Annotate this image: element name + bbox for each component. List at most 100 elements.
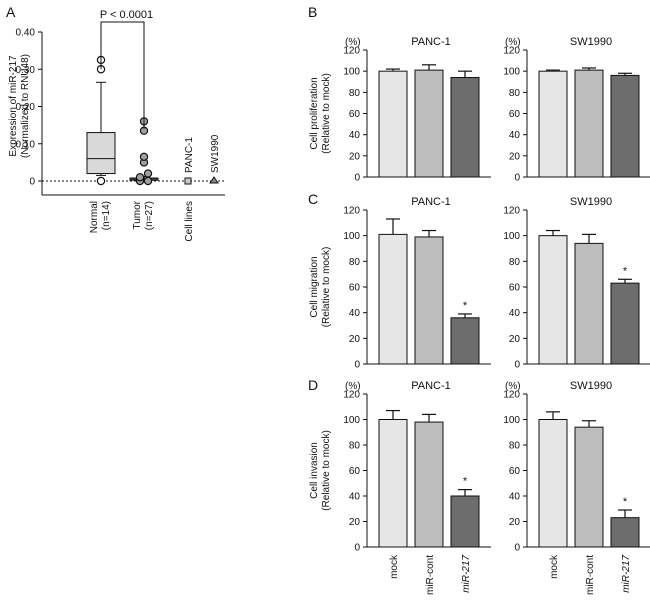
a-cell-line-name: SW1990 bbox=[210, 134, 221, 173]
bar-mir-cont bbox=[414, 69, 444, 178]
bar-mock bbox=[538, 235, 568, 365]
bar-mir-cont bbox=[414, 236, 444, 365]
bar-chart-title: SW1990 bbox=[570, 196, 612, 208]
a-y-tick-label: 0.40 bbox=[16, 28, 36, 39]
bar-y-tick-label: 120 bbox=[503, 46, 520, 57]
bar-y-tick-label: 0 bbox=[354, 360, 360, 371]
bar-y-tick-label: 40 bbox=[349, 130, 361, 141]
bar-y-tick-label: 0 bbox=[354, 543, 360, 554]
bar-y-label-1: Cell invasion bbox=[309, 442, 320, 499]
significance-star: * bbox=[623, 265, 628, 277]
bar-y-tick-label: 60 bbox=[509, 109, 521, 120]
a-y-tick-label: 0.20 bbox=[16, 102, 36, 113]
a-outlier-point bbox=[96, 176, 106, 186]
bar-y-tick-label: 20 bbox=[509, 151, 521, 162]
a-y-label-2: (Normalized to RNU48) bbox=[20, 54, 31, 158]
bar-y-tick-label: 80 bbox=[349, 257, 361, 268]
significance-star: * bbox=[463, 300, 468, 312]
a-box bbox=[86, 132, 116, 175]
bar-y-tick-label: 80 bbox=[349, 441, 361, 452]
bar-category-label: miR-cont bbox=[585, 555, 596, 595]
a-y-label-1: Expression of miR-217 bbox=[8, 55, 19, 157]
bar-unit-label: (%) bbox=[505, 37, 521, 48]
bar-chart-title: PANC-1 bbox=[411, 196, 451, 208]
bar-mir-217 bbox=[610, 517, 640, 548]
bar-y-tick-label: 0 bbox=[514, 360, 520, 371]
bar-y-tick-label: 20 bbox=[349, 334, 361, 345]
bar-y-label-2: (Relative to mock) bbox=[321, 247, 332, 328]
bar-y-tick-label: 0 bbox=[354, 173, 360, 184]
bar-unit-label: (%) bbox=[345, 37, 361, 48]
bar-y-tick-label: 40 bbox=[349, 308, 361, 319]
bar-y-tick-label: 120 bbox=[503, 390, 520, 401]
a-outlier-point bbox=[135, 173, 145, 182]
significance-star: * bbox=[463, 476, 468, 488]
a-y-tick-label: 0 bbox=[29, 177, 35, 188]
bar-mock bbox=[538, 419, 568, 548]
bar-y-tick-label: 80 bbox=[349, 88, 361, 99]
a-group-label: Normal bbox=[89, 201, 100, 233]
a-y-tick-label: 0.10 bbox=[16, 139, 36, 150]
bar-chart-title: SW1990 bbox=[570, 380, 612, 392]
bar-mir-217 bbox=[610, 282, 640, 365]
bar-chart-title: PANC-1 bbox=[411, 380, 451, 392]
bar-category-label: mock bbox=[389, 554, 400, 579]
bar-y-tick-label: 0 bbox=[514, 543, 520, 554]
bar-mock bbox=[378, 419, 408, 548]
bar-mir-217 bbox=[450, 77, 480, 178]
panel-label-d: D bbox=[308, 377, 318, 393]
bar-y-tick-label: 80 bbox=[509, 441, 521, 452]
bar-y-tick-label: 100 bbox=[343, 231, 360, 242]
a-outlier-point bbox=[143, 176, 153, 186]
bar-y-tick-label: 120 bbox=[343, 46, 360, 57]
bar-y-label-1: Cell proliferation bbox=[309, 77, 320, 149]
bar-mir-cont bbox=[574, 426, 604, 548]
bar-y-label-2: (Relative to mock) bbox=[321, 73, 332, 154]
bar-y-tick-label: 60 bbox=[349, 466, 361, 477]
bar-mir-cont bbox=[414, 421, 444, 548]
bar-y-tick-label: 20 bbox=[349, 151, 361, 162]
bar-y-tick-label: 120 bbox=[343, 390, 360, 401]
bar-unit-label: (%) bbox=[505, 381, 521, 392]
bar-y-tick-label: 120 bbox=[503, 206, 520, 217]
bar-y-tick-label: 60 bbox=[509, 466, 521, 477]
bar-y-tick-label: 40 bbox=[509, 492, 521, 503]
bar-mock bbox=[378, 70, 408, 178]
bar-mir-cont bbox=[574, 242, 604, 365]
bar-y-tick-label: 40 bbox=[509, 308, 521, 319]
bar-mir-217 bbox=[610, 74, 640, 178]
bar-mock bbox=[538, 70, 568, 178]
bar-category-label: miR-217 bbox=[621, 555, 632, 593]
chart-layer: 0 0.10 0.20 0.30 0.40 Expression of miR-217 (N… bbox=[8, 9, 650, 595]
a-p-value: P < 0.0001 bbox=[100, 9, 153, 21]
bar-mir-217 bbox=[450, 317, 480, 365]
bar-y-tick-label: 0 bbox=[514, 173, 520, 184]
a-group-n: (n=27) bbox=[144, 201, 155, 230]
bar-y-tick-label: 20 bbox=[509, 334, 521, 345]
bar-mir-217 bbox=[450, 495, 480, 548]
a-cell-line-point bbox=[184, 177, 192, 185]
bar-y-tick-label: 100 bbox=[343, 415, 360, 426]
bar-category-label: mock bbox=[549, 554, 560, 579]
a-outlier-point bbox=[139, 152, 149, 161]
bar-unit-label: (%) bbox=[345, 381, 361, 392]
bar-y-tick-label: 100 bbox=[503, 67, 520, 78]
bar-y-tick-label: 80 bbox=[509, 88, 521, 99]
bar-category-label: miR-cont bbox=[425, 555, 436, 595]
bar-y-tick-label: 100 bbox=[503, 415, 520, 426]
a-cell-line-point bbox=[209, 176, 219, 184]
a-outlier-point bbox=[143, 169, 153, 178]
bar-y-tick-label: 80 bbox=[509, 257, 521, 268]
bar-mir-cont bbox=[574, 69, 604, 178]
bar-y-tick-label: 60 bbox=[509, 283, 521, 294]
bar-chart-title: PANC-1 bbox=[411, 36, 451, 48]
bar-y-tick-label: 60 bbox=[349, 283, 361, 294]
significance-star: * bbox=[623, 496, 628, 508]
bar-y-label-1: Cell migration bbox=[309, 256, 320, 317]
bar-y-tick-label: 20 bbox=[509, 517, 521, 528]
bar-y-tick-label: 40 bbox=[509, 130, 521, 141]
bar-y-tick-label: 60 bbox=[349, 109, 361, 120]
a-cell-lines-label: Cell lines bbox=[184, 201, 195, 242]
bar-y-label-2: (Relative to mock) bbox=[321, 430, 332, 511]
